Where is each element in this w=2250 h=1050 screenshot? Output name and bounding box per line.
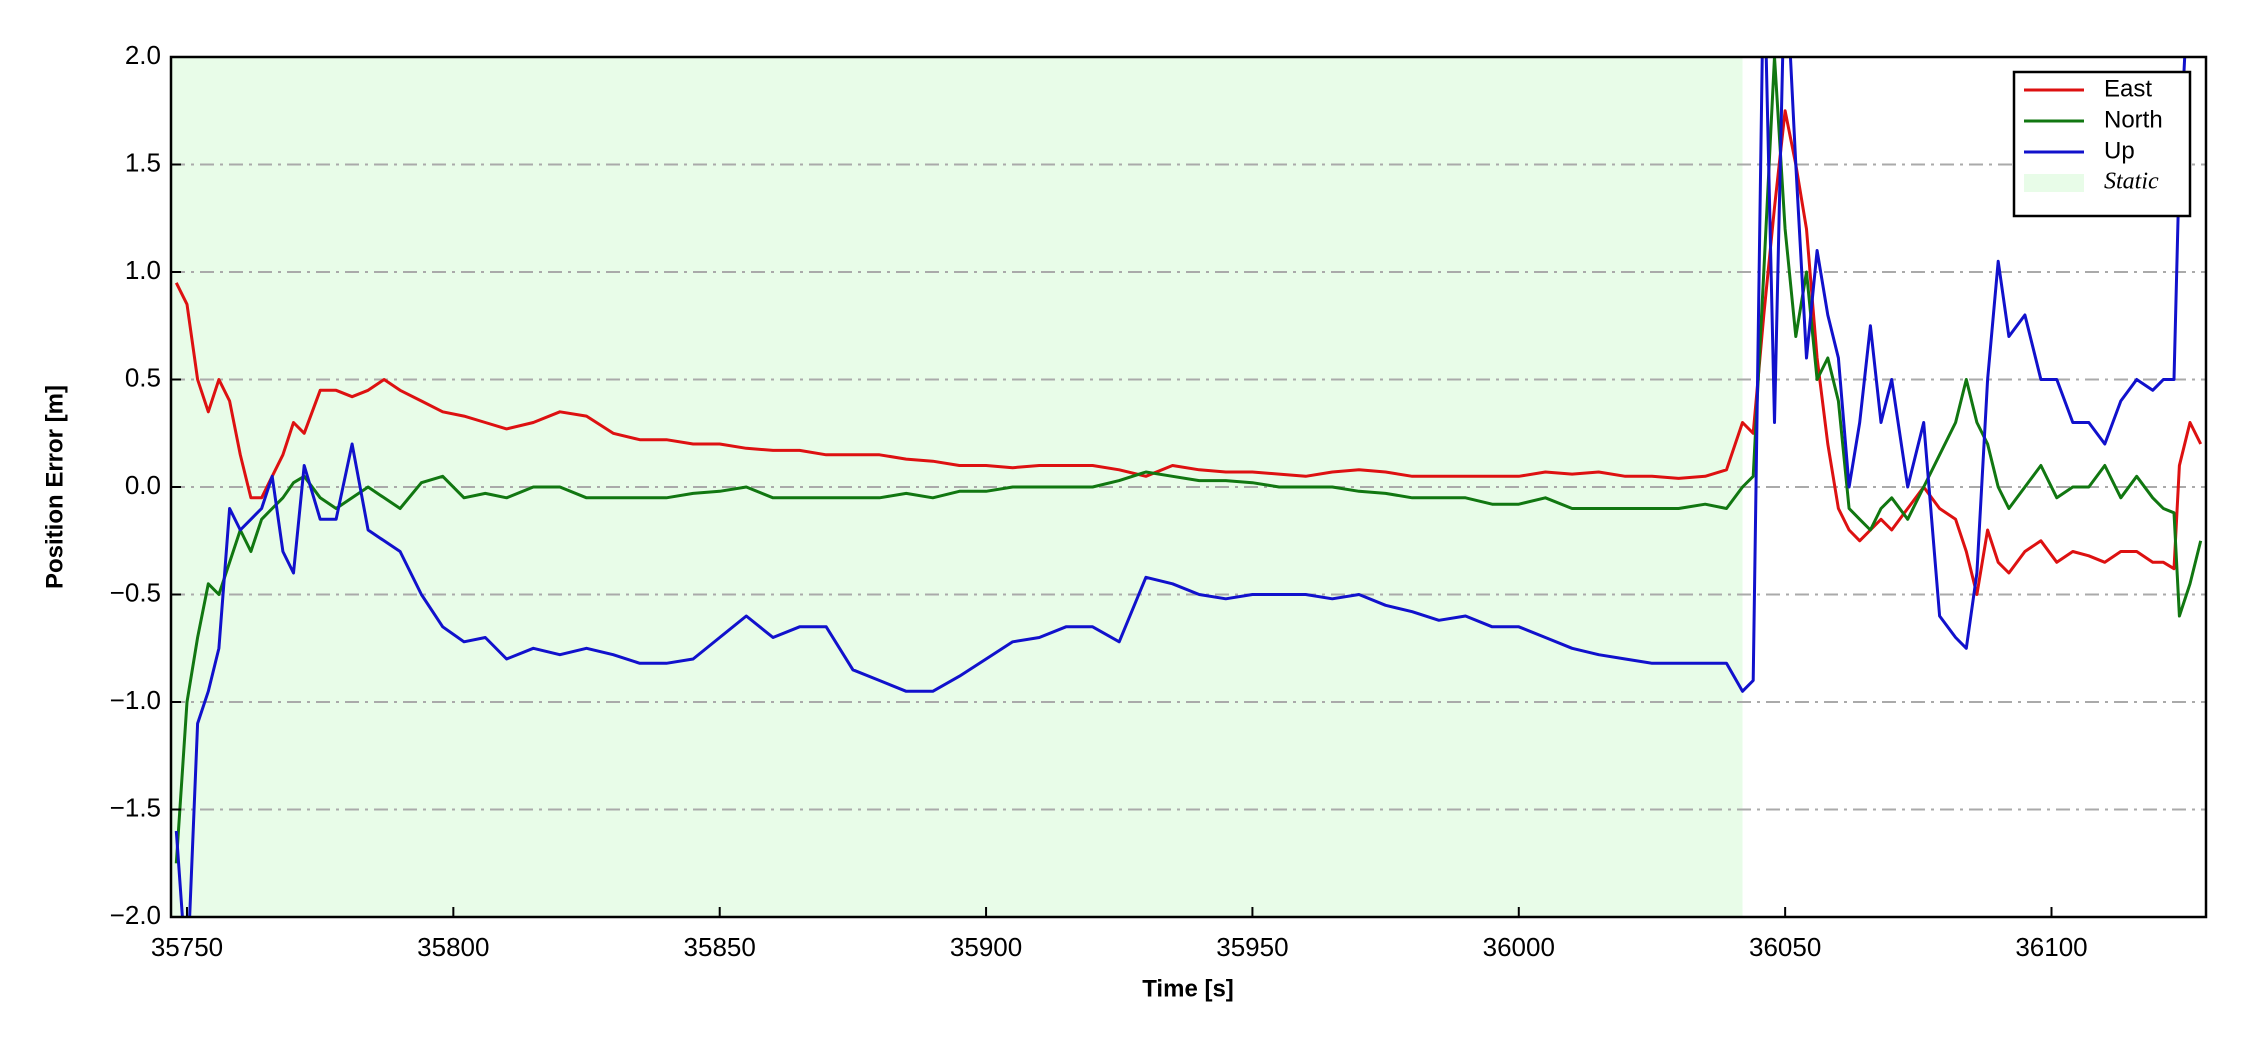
y-tick-label: 2.0 [125, 40, 161, 70]
y-tick-label: 0.0 [125, 470, 161, 500]
legend-box [2012, 70, 2192, 218]
plot-lines [174, 57, 2203, 917]
y-tick-label: −1.0 [110, 685, 161, 715]
y-tick-label: 1.5 [125, 147, 161, 177]
y-tick-label: −2.0 [110, 900, 161, 930]
x-tick-label: 36050 [1749, 932, 1821, 962]
x-tick-label: 35900 [950, 932, 1022, 962]
legend-label: North [2104, 106, 2163, 133]
plot-background [171, 57, 2206, 917]
legend-label: Static [2104, 169, 2159, 195]
series-line [174, 57, 2187, 917]
legend-label: East [2104, 75, 2152, 102]
x-tick-label: 35800 [417, 932, 489, 962]
series-line [174, 57, 2203, 864]
x-tick-label: 35750 [151, 932, 223, 962]
x-tick-label: 35950 [1216, 932, 1288, 962]
legend-label: Up [2104, 137, 2135, 164]
plot-frame [169, 55, 2208, 919]
x-tick-label: 35850 [684, 932, 756, 962]
x-axis-title: Time [s] [1142, 975, 1234, 1002]
y-tick-label: 0.5 [125, 362, 161, 392]
y-tick-label: −1.5 [110, 792, 161, 822]
x-tick-label: 36000 [1483, 932, 1555, 962]
y-tick-label: −0.5 [110, 577, 161, 607]
series-line [174, 109, 2203, 596]
y-axis-title: Position Error [m] [41, 385, 68, 589]
x-tick-label: 36100 [2015, 932, 2087, 962]
y-tick-label: 1.0 [125, 255, 161, 285]
legend-patch [2024, 174, 2084, 192]
